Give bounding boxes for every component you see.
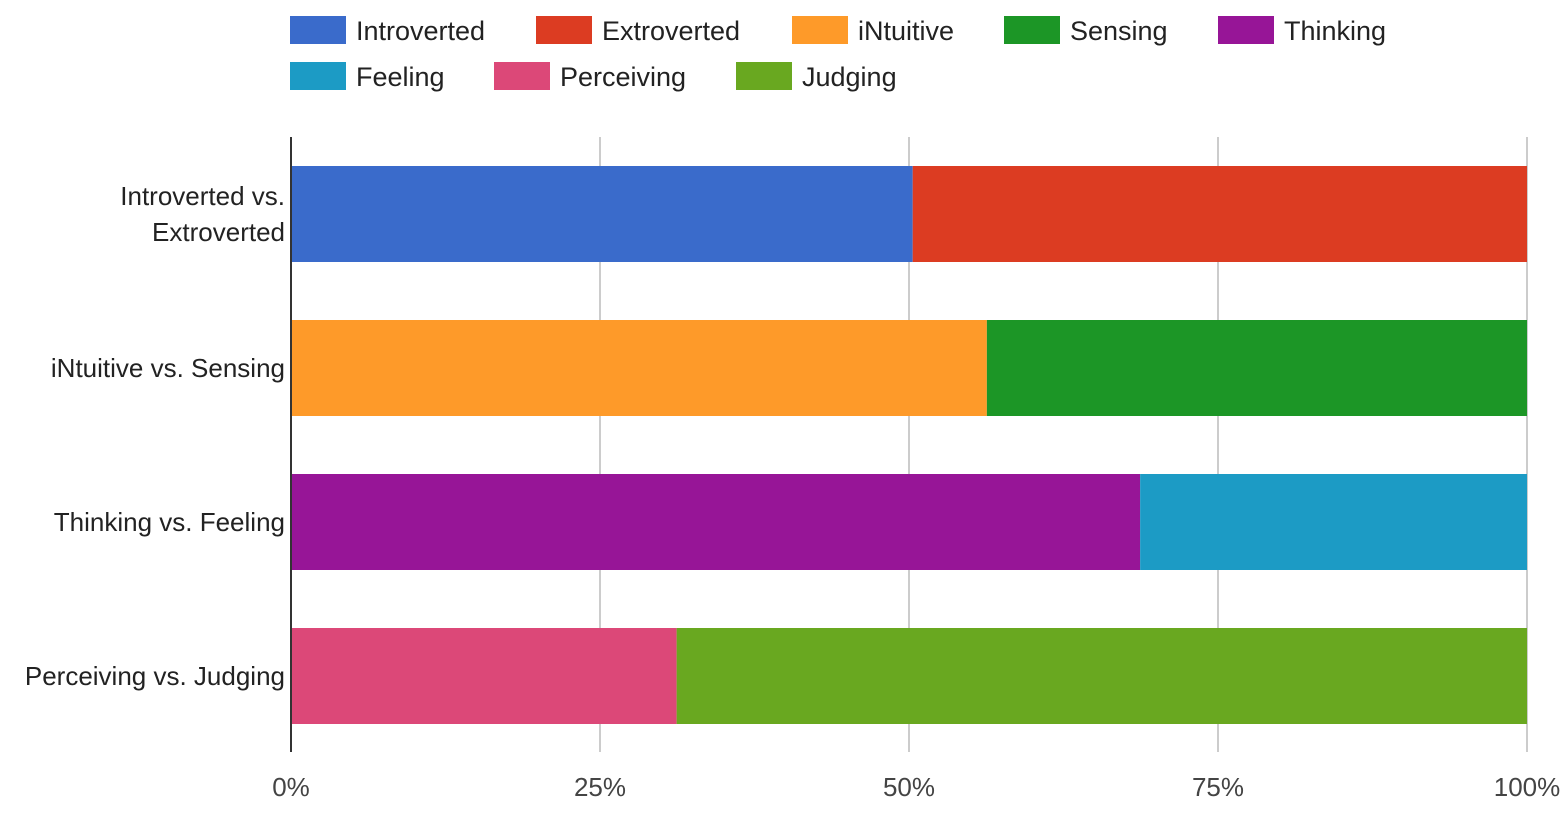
- bar-intuitive: [291, 320, 987, 416]
- bar-sensing: [986, 320, 1527, 416]
- category-label: Perceiving vs. Judging: [25, 661, 285, 691]
- x-tick-labels: 0% 25% 50% 75% 100%: [272, 772, 1560, 802]
- legend-label-feeling: Feeling: [356, 62, 445, 92]
- category-label: Introverted vs.: [120, 181, 285, 211]
- legend-swatch-judging: [736, 62, 792, 90]
- legend-label-intuitive: iNtuitive: [858, 16, 954, 46]
- bar-thinking: [291, 474, 1141, 570]
- legend-label-extroverted: Extroverted: [602, 16, 740, 46]
- bar-extroverted: [912, 166, 1527, 262]
- legend-swatch-intuitive: [792, 16, 848, 44]
- x-tick-label: 100%: [1494, 772, 1561, 802]
- bar-feeling: [1140, 474, 1527, 570]
- category-labels: Introverted vs. Extroverted iNtuitive vs. …: [25, 181, 285, 691]
- bar-perceiving: [291, 628, 677, 724]
- legend-label-introverted: Introverted: [356, 16, 485, 46]
- legend-swatch-thinking: [1218, 16, 1274, 44]
- bars: [291, 166, 1527, 724]
- x-tick-label: 75%: [1192, 772, 1244, 802]
- x-tick-label: 25%: [574, 772, 626, 802]
- legend-swatch-extroverted: [536, 16, 592, 44]
- bar-judging: [676, 628, 1527, 724]
- legend-swatch-feeling: [290, 62, 346, 90]
- legend-swatch-perceiving: [494, 62, 550, 90]
- x-tick-label: 50%: [883, 772, 935, 802]
- legend-label-judging: Judging: [802, 62, 897, 92]
- legend-label-perceiving: Perceiving: [560, 62, 686, 92]
- legend-swatch-sensing: [1004, 16, 1060, 44]
- legend-swatch-introverted: [290, 16, 346, 44]
- legend: Introverted Extroverted iNtuitive Sensing Th…: [290, 16, 1386, 92]
- legend-label-thinking: Thinking: [1284, 16, 1386, 46]
- category-label: iNtuitive vs. Sensing: [51, 353, 285, 383]
- category-label: Extroverted: [152, 217, 285, 247]
- category-label: Thinking vs. Feeling: [54, 507, 285, 537]
- bar-introverted: [291, 166, 913, 262]
- legend-label-sensing: Sensing: [1070, 16, 1168, 46]
- x-tick-label: 0%: [272, 772, 310, 802]
